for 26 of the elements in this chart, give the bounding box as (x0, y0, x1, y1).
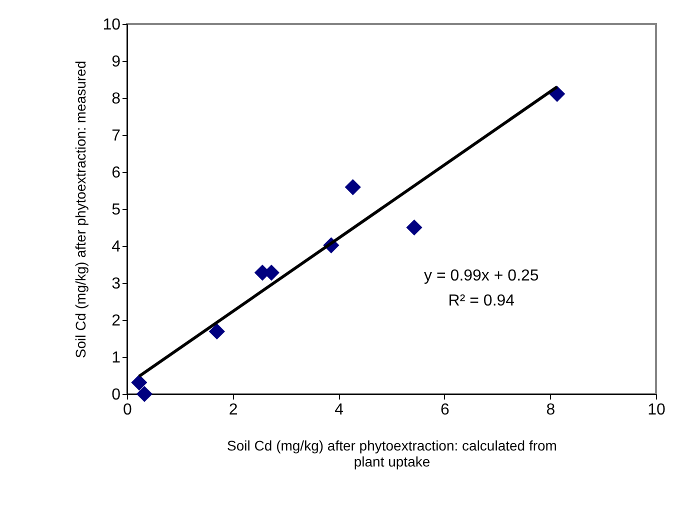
y-tick-label: 2 (112, 312, 121, 330)
y-axis-title: Soil Cd (mg/kg) after phytoextraction: measured (72, 60, 89, 358)
x-tick-label: 0 (123, 402, 132, 418)
x-tick-label: 10 (648, 402, 666, 418)
x-tick-label: 2 (228, 402, 238, 418)
point (406, 219, 422, 236)
y-tick-label: 7 (112, 128, 121, 144)
y-tick-label: 10 (102, 16, 121, 34)
x-tick-label: 8 (546, 402, 556, 418)
y-tick-label: 4 (112, 238, 121, 256)
point (208, 323, 225, 340)
y-tick-label: 5 (112, 202, 121, 218)
y-tick-label: 9 (112, 54, 121, 70)
point (136, 386, 153, 402)
x-tick-label: 4 (334, 402, 344, 418)
x-tick-label: 6 (440, 402, 450, 418)
point (131, 374, 148, 391)
point (344, 179, 361, 196)
x-axis-title: Soil Cd (mg/kg) after phytoextraction: calculated from plant uptake (227, 438, 557, 470)
y-tick-label: 6 (112, 164, 121, 182)
y-tick-label: 8 (112, 90, 121, 108)
y-tick-label: 3 (112, 276, 121, 292)
y-tick-label: 1 (112, 350, 121, 366)
annotation: y = 0.99x + 0.25 (424, 268, 539, 285)
annotation: R² = 0.94 (448, 292, 515, 310)
y-tick-label: 0 (112, 386, 121, 404)
